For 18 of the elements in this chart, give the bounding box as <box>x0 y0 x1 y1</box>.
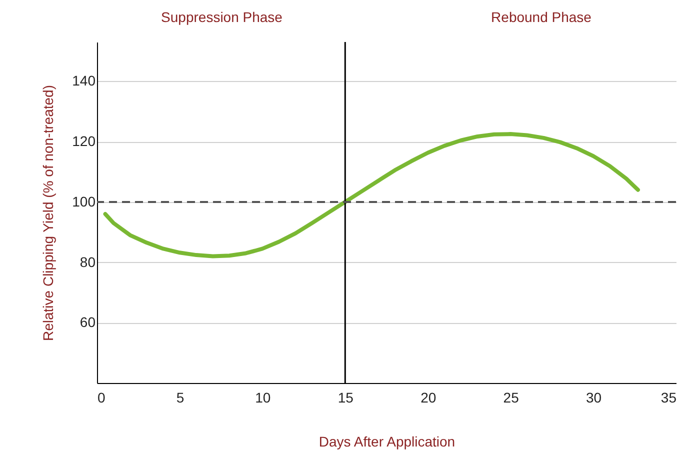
y-tick-label: 60 <box>80 314 96 330</box>
line-series <box>103 132 640 258</box>
x-tick-label: 35 <box>660 390 677 406</box>
text: Rebound Phase <box>491 9 592 25</box>
x-axis-title: Days After Application <box>318 434 456 450</box>
x-tick-label: 15 <box>338 390 354 406</box>
y-axis-title: Relative Clipping Yield (% of non-treated) <box>40 84 56 342</box>
x-tick-label: 10 <box>255 390 271 406</box>
x-tick-label: 5 <box>176 390 184 406</box>
x-tick-label: 0 <box>98 390 106 406</box>
y-tick-label: 120 <box>72 133 96 150</box>
x-tick-label: 30 <box>586 390 602 406</box>
y-tick-label: 80 <box>80 254 96 270</box>
y-tick-label: 140 <box>72 72 96 89</box>
y-tick-label: 100 <box>72 193 96 210</box>
text: Suppression Phase <box>161 9 283 25</box>
x-tick-label: 25 <box>503 390 520 406</box>
x-tick-label: 20 <box>420 390 436 406</box>
